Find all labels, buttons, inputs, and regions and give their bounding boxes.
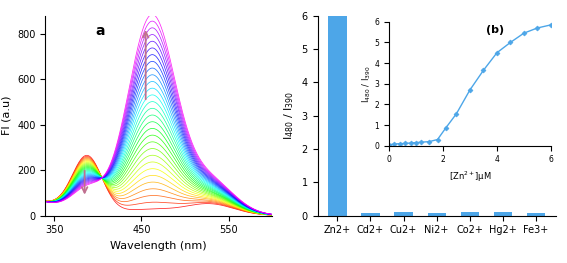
Bar	[460, 212, 479, 216]
Bar	[527, 213, 545, 216]
Text: a: a	[95, 24, 105, 38]
X-axis label: Wavelength (nm): Wavelength (nm)	[111, 241, 207, 251]
Bar	[428, 213, 446, 216]
Y-axis label: $\mathregular{I_{480}\ /\ I_{390}}$: $\mathregular{I_{480}\ /\ I_{390}}$	[282, 91, 296, 140]
Bar	[361, 213, 379, 216]
Bar	[494, 212, 512, 216]
Bar	[328, 16, 346, 216]
Y-axis label: FI (a.u): FI (a.u)	[2, 96, 11, 135]
Bar	[395, 212, 413, 216]
